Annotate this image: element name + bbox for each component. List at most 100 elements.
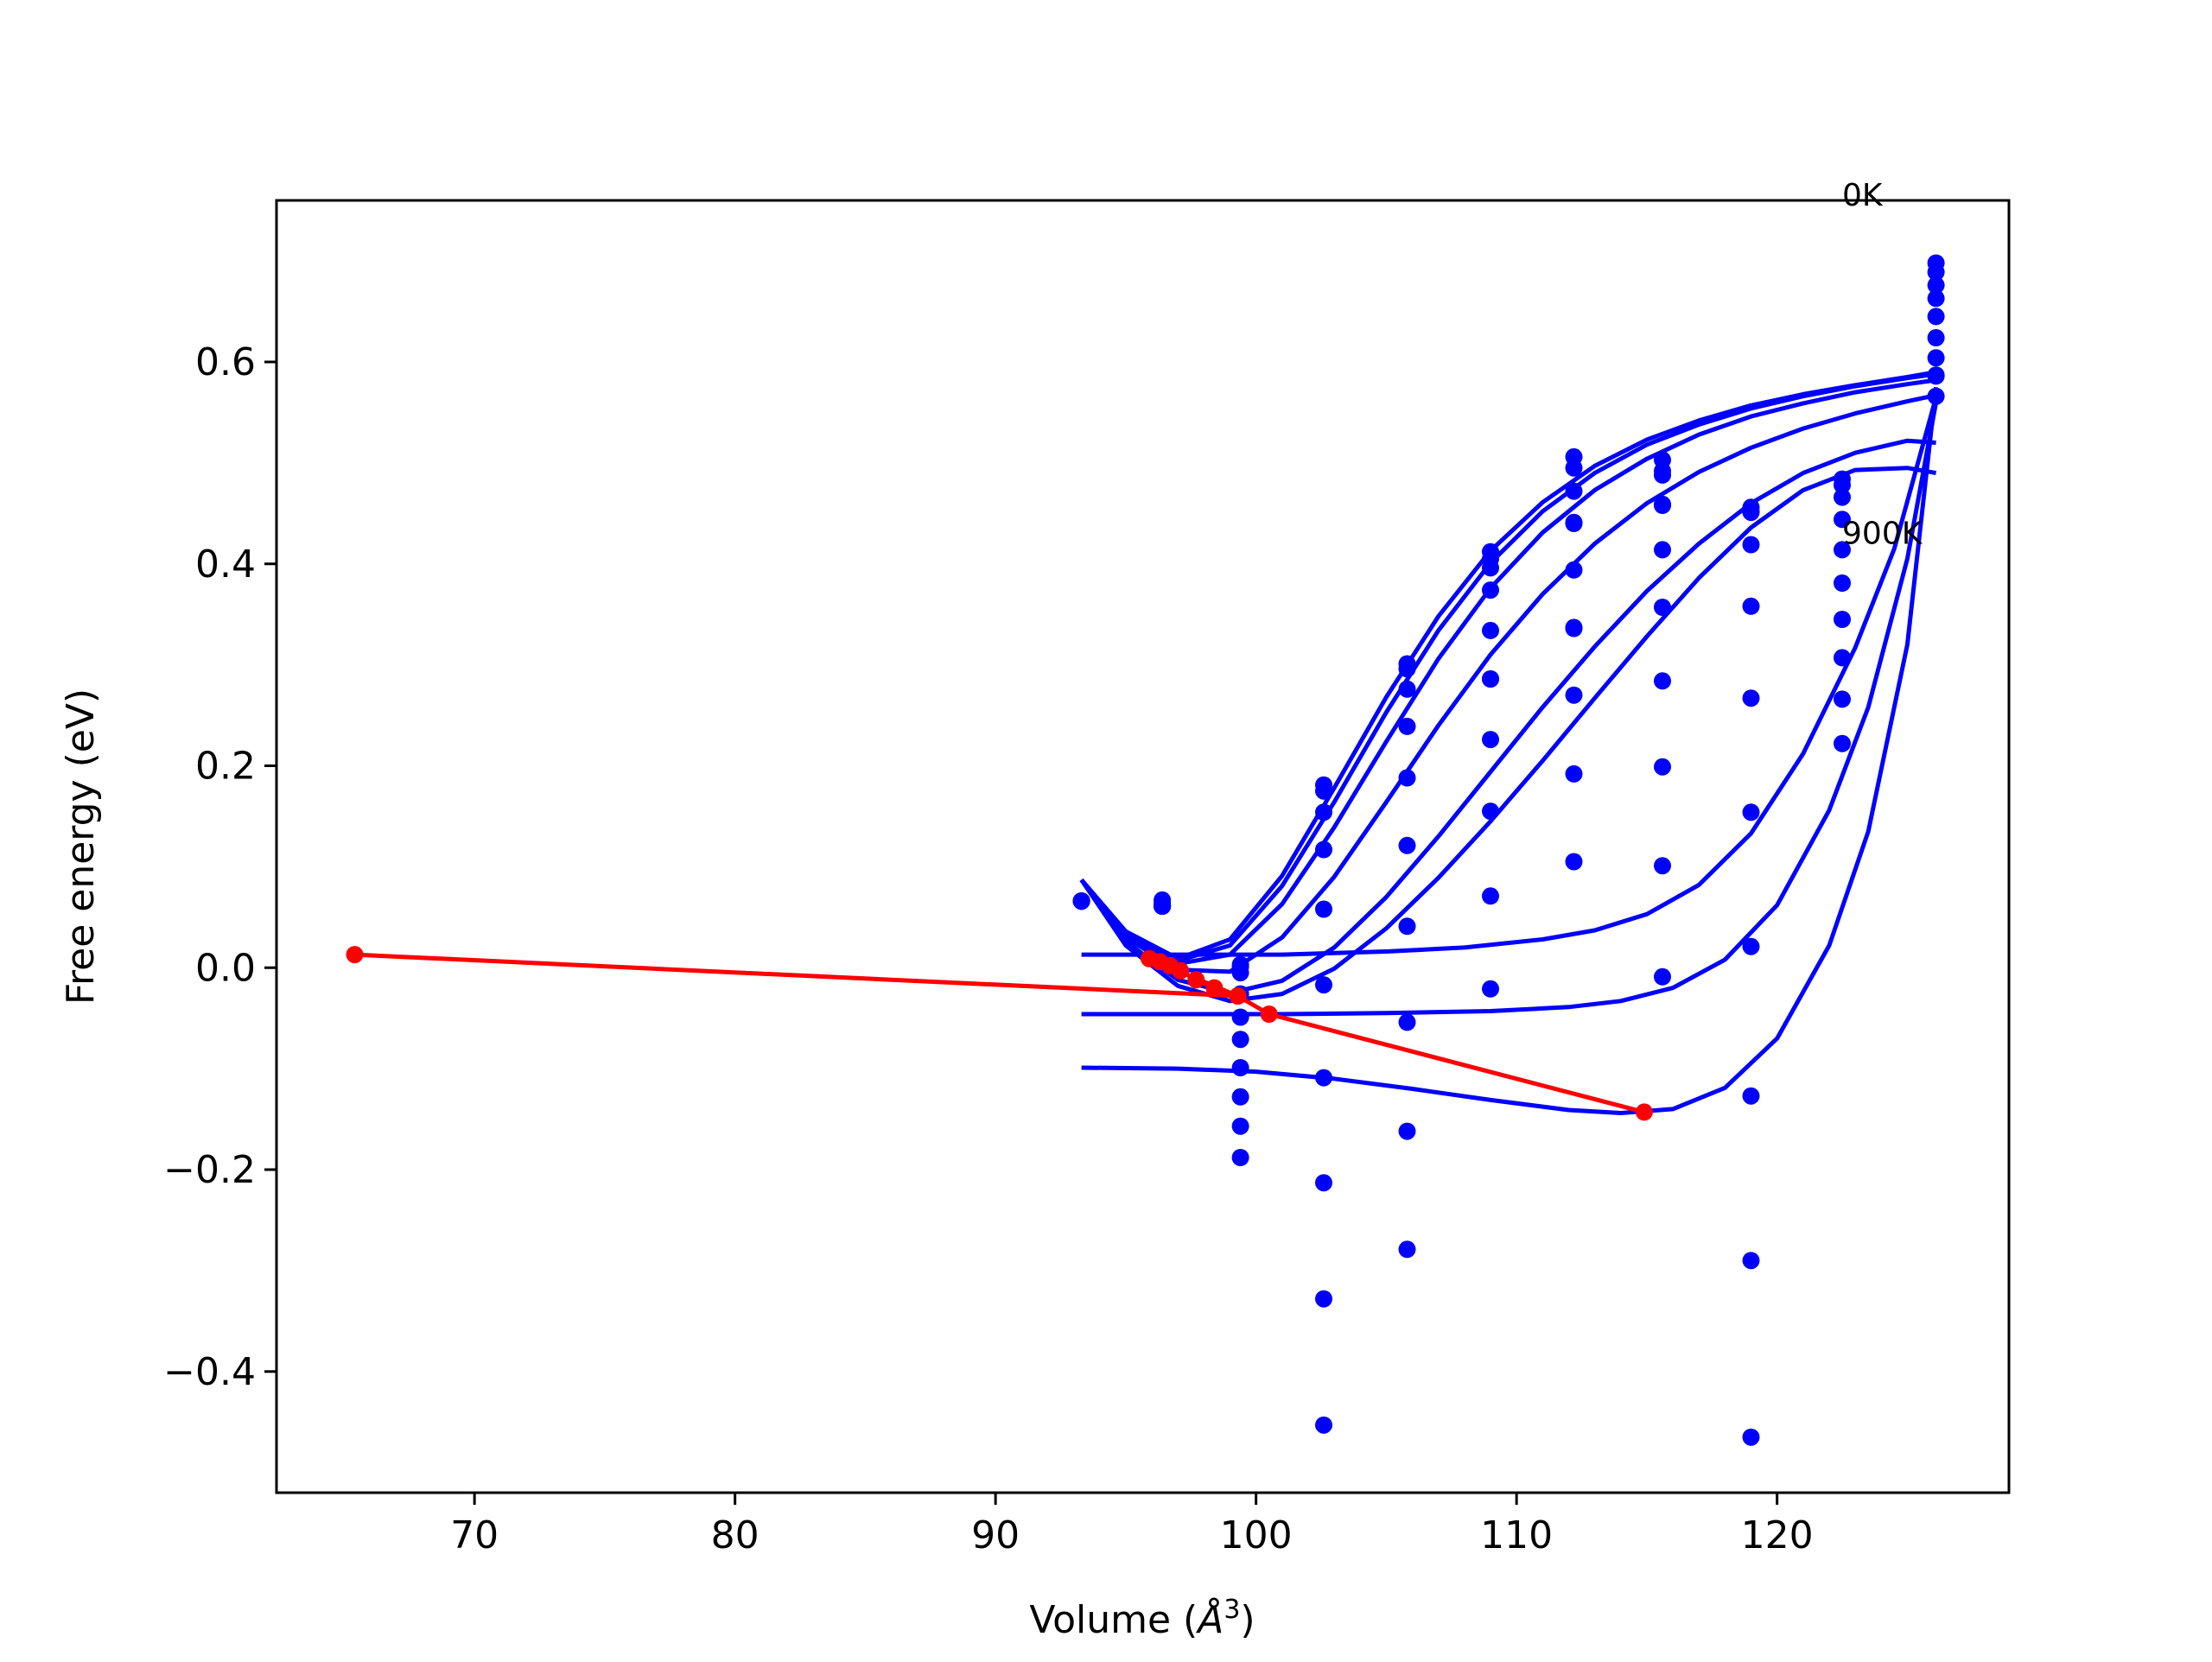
data-point xyxy=(1834,511,1851,529)
data-point xyxy=(1565,459,1583,477)
data-point xyxy=(1927,329,1945,346)
data-point xyxy=(1742,1428,1760,1446)
plot-frame xyxy=(275,199,2011,1494)
data-point xyxy=(1742,1252,1760,1270)
data-point xyxy=(1565,515,1583,532)
minimum-point xyxy=(1205,979,1224,997)
data-point xyxy=(1834,541,1851,559)
data-point xyxy=(1834,476,1851,494)
data-point xyxy=(1565,561,1583,579)
data-point xyxy=(1742,504,1760,522)
fit-curve xyxy=(1079,466,1937,1004)
data-point xyxy=(1742,597,1760,615)
data-point xyxy=(1654,497,1671,514)
fit-curve xyxy=(1079,393,1937,974)
minimum-point xyxy=(346,946,364,964)
data-point xyxy=(1072,892,1090,910)
data-point xyxy=(1315,782,1332,800)
data-point xyxy=(1742,536,1760,554)
temperature-annotation: 900K xyxy=(1842,516,1923,551)
data-point xyxy=(1398,1013,1416,1031)
data-point xyxy=(1565,853,1583,871)
data-point xyxy=(1482,980,1499,998)
data-point xyxy=(1398,1240,1416,1259)
data-point xyxy=(1927,263,1945,281)
data-point xyxy=(1927,387,1945,405)
minimum-point xyxy=(1635,1103,1653,1121)
y-tick-label: 0.6 xyxy=(195,340,256,384)
x-tick-label: 100 xyxy=(1220,1513,1293,1557)
data-point xyxy=(1565,686,1583,704)
data-point xyxy=(1315,841,1332,859)
annotations: 0K 900K xyxy=(1842,178,1923,552)
data-points xyxy=(1072,254,1945,1446)
y-tick-label: −0.4 xyxy=(163,1350,256,1394)
data-point xyxy=(1927,289,1945,308)
data-point xyxy=(1315,976,1332,994)
minima-path xyxy=(346,946,1653,1121)
minimum-point xyxy=(1187,971,1205,989)
fit-curve xyxy=(1081,402,1939,1017)
data-point xyxy=(1742,1087,1760,1105)
data-point xyxy=(1315,1174,1332,1192)
data-point xyxy=(1654,599,1671,616)
data-point xyxy=(1231,1149,1249,1166)
y-axis-ticks: −0.4 −0.2 0.0 0.2 0.4 0.6 xyxy=(163,340,276,1394)
data-point xyxy=(1231,964,1249,982)
data-point xyxy=(1927,308,1945,326)
data-point xyxy=(1565,482,1583,500)
y-tick-label: 0.2 xyxy=(195,745,256,789)
data-point xyxy=(1927,366,1945,384)
data-point xyxy=(1742,937,1760,955)
data-point xyxy=(1742,803,1760,821)
data-point xyxy=(1154,898,1172,915)
data-point xyxy=(1654,967,1671,986)
y-tick-label: 0.0 xyxy=(195,946,256,990)
data-point xyxy=(1398,836,1416,854)
fit-curve xyxy=(1081,386,1939,1115)
data-point xyxy=(1482,559,1499,577)
data-point xyxy=(1231,1117,1249,1135)
x-tick-label: 80 xyxy=(711,1513,760,1557)
data-point xyxy=(1834,611,1851,628)
data-point xyxy=(1315,1290,1332,1308)
data-point xyxy=(1315,1069,1332,1087)
data-point xyxy=(1398,660,1416,678)
y-axis-label: Free energy (eV) xyxy=(59,688,103,1005)
temperature-annotation: 0K xyxy=(1842,178,1884,213)
data-point xyxy=(1565,764,1583,783)
data-point xyxy=(1834,690,1851,708)
data-point xyxy=(1315,1416,1332,1434)
minimum-point xyxy=(1229,987,1247,1005)
data-point xyxy=(1398,680,1416,698)
data-point xyxy=(1315,900,1332,918)
fit-curve xyxy=(1079,371,1936,963)
data-point xyxy=(1565,619,1583,638)
data-point xyxy=(1315,803,1332,821)
data-point xyxy=(1231,1031,1249,1049)
x-tick-label: 110 xyxy=(1480,1513,1553,1557)
data-point xyxy=(1927,276,1945,295)
data-point xyxy=(1654,758,1671,776)
fit-curve xyxy=(1081,396,1939,957)
x-tick-label: 90 xyxy=(971,1513,1020,1557)
data-point xyxy=(1398,769,1416,787)
data-point xyxy=(1398,917,1416,936)
data-point xyxy=(1231,1008,1249,1026)
x-tick-label: 70 xyxy=(450,1513,499,1557)
data-point xyxy=(1482,621,1499,639)
data-point xyxy=(1654,541,1671,559)
y-tick-label: −0.2 xyxy=(163,1148,256,1192)
data-point xyxy=(1927,349,1945,367)
data-point xyxy=(1482,887,1499,905)
data-point xyxy=(1834,734,1851,752)
x-axis-ticks: 70 80 90 100 110 120 xyxy=(450,1493,1814,1557)
data-point xyxy=(1482,670,1499,688)
data-point xyxy=(1398,717,1416,735)
minimum-point xyxy=(1172,961,1190,980)
fit-curves xyxy=(1079,370,1939,1115)
x-axis-label: Volume (Å3) xyxy=(1029,1595,1255,1643)
